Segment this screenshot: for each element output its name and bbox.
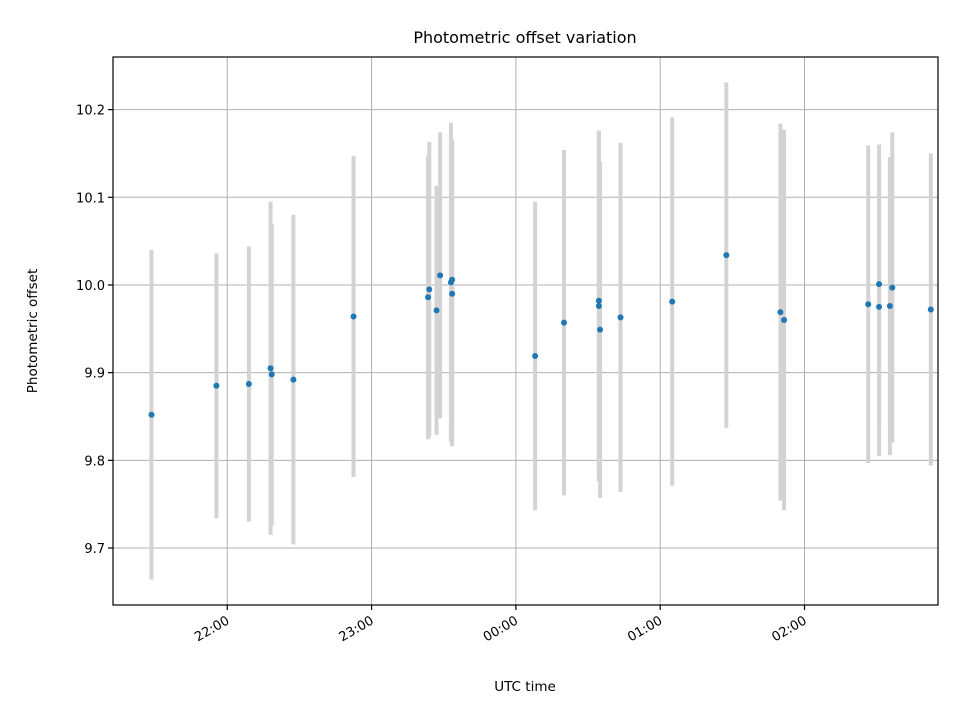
x-tick-label: 23:00 xyxy=(337,613,377,645)
data-point xyxy=(669,298,676,305)
data-point xyxy=(350,313,357,320)
data-point xyxy=(425,294,432,301)
data-point xyxy=(617,314,624,321)
data-point xyxy=(927,306,934,313)
data-point xyxy=(213,382,220,389)
data-point xyxy=(781,317,788,324)
data-point xyxy=(777,309,784,316)
y-tick-label: 9.8 xyxy=(84,454,105,469)
tick-layer: 22:00 23:00 00:00 01:00 02:00 9.7 9.8 9.9 10.0 10… xyxy=(76,104,809,646)
data-point xyxy=(723,252,730,259)
x-tick-label: 02:00 xyxy=(770,613,810,645)
x-tick-label: 00:00 xyxy=(481,613,521,645)
y-tick-label: 9.7 xyxy=(84,542,105,557)
chart-title: Photometric offset variation xyxy=(413,28,636,47)
data-point xyxy=(268,371,275,378)
y-tick-label: 10.2 xyxy=(76,104,105,119)
data-point xyxy=(449,290,456,297)
y-axis-label: Photometric offset xyxy=(25,269,41,393)
data-point xyxy=(437,272,444,279)
data-point xyxy=(889,284,896,291)
data-point xyxy=(290,376,297,383)
data-point xyxy=(148,411,155,418)
data-point xyxy=(433,307,440,314)
point-layer xyxy=(148,252,934,418)
data-point xyxy=(426,286,433,293)
data-point xyxy=(886,303,893,310)
y-tick-label: 9.9 xyxy=(84,367,105,382)
errorbar-layer xyxy=(149,82,933,580)
y-tick-label: 10.1 xyxy=(76,191,105,206)
data-point xyxy=(597,326,604,333)
grid-layer xyxy=(113,57,938,605)
plot-frame xyxy=(112,56,939,606)
y-tick-label: 10.0 xyxy=(76,279,105,294)
data-point xyxy=(267,365,274,372)
data-point xyxy=(532,352,539,359)
x-tick-label: 01:00 xyxy=(625,613,665,645)
x-axis-label: UTC time xyxy=(494,679,556,695)
data-point xyxy=(595,297,602,304)
data-point xyxy=(865,301,872,308)
data-point xyxy=(876,281,883,288)
data-point xyxy=(245,381,252,388)
x-tick-label: 22:00 xyxy=(192,613,232,645)
data-point xyxy=(876,303,883,310)
data-point xyxy=(595,303,602,310)
data-point xyxy=(449,276,456,283)
data-point xyxy=(560,319,567,326)
